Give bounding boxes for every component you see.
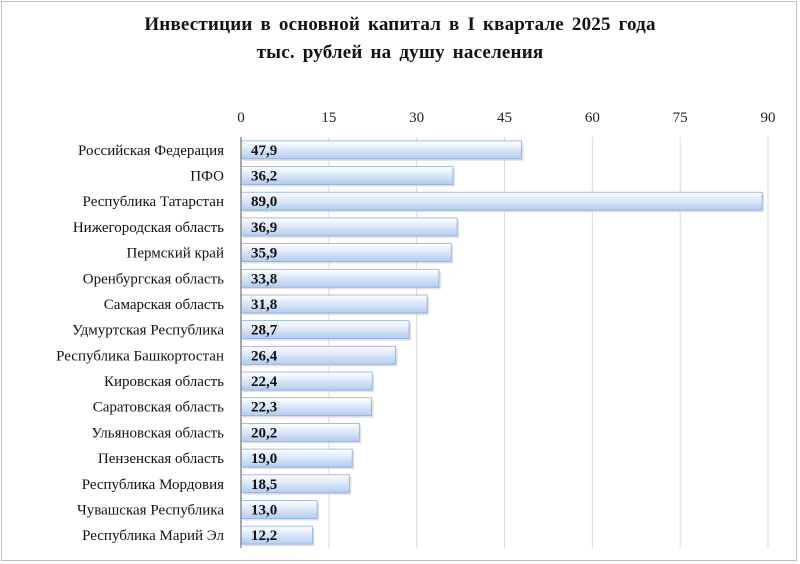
chart-subtitle: тыс. рублей на душу населения xyxy=(256,42,544,63)
x-tick-label: 0 xyxy=(237,110,245,126)
category-label: ПФО xyxy=(190,169,224,185)
data-label: 36,2 xyxy=(251,169,277,185)
data-label: 12,2 xyxy=(251,528,277,544)
bar xyxy=(240,140,522,160)
category-label: Республика Татарстан xyxy=(83,194,224,210)
category-label: Республика Мордовия xyxy=(82,477,224,493)
bar xyxy=(240,191,763,211)
category-label: Удмуртская Республика xyxy=(72,323,224,339)
category-label: Пермский край xyxy=(127,246,224,262)
data-label: 47,9 xyxy=(251,143,277,159)
data-label: 22,4 xyxy=(251,374,278,390)
bars xyxy=(240,140,765,547)
category-label: Чувашская Республика xyxy=(77,502,224,518)
category-label: Республика Марий Эл xyxy=(82,528,224,544)
category-label: Ульяновская область xyxy=(91,425,224,441)
value-labels: 47,9 36,2 89,0 36,9 35,9 33,8 31,8 28,7 26,4 22,4… xyxy=(251,143,278,544)
data-label: 26,4 xyxy=(251,348,278,364)
x-tick-label: 60 xyxy=(585,110,600,126)
chart-title: Инвестиции в основной капитал в I кварта… xyxy=(144,14,656,35)
x-tick-label: 15 xyxy=(321,110,336,126)
data-label: 18,5 xyxy=(251,477,277,493)
data-label: 35,9 xyxy=(251,246,277,262)
data-label: 20,2 xyxy=(251,425,277,441)
data-label: 28,7 xyxy=(251,323,278,339)
data-label: 19,0 xyxy=(251,451,277,467)
x-tick-label: 90 xyxy=(761,110,776,126)
category-label: Российская Федерация xyxy=(78,143,224,159)
category-label: Саратовская область xyxy=(93,400,224,416)
data-label: 33,8 xyxy=(251,271,277,287)
data-label: 36,9 xyxy=(251,220,277,236)
x-tick-label: 75 xyxy=(673,110,688,126)
data-label: 22,3 xyxy=(251,400,277,416)
category-labels: Российская Федерация ПФО Республика Татарс… xyxy=(56,143,224,544)
x-tick-label: 30 xyxy=(409,110,424,126)
data-label: 31,8 xyxy=(251,297,277,313)
data-label: 89,0 xyxy=(251,194,277,210)
category-label: Республика Башкортостан xyxy=(56,348,224,364)
category-label: Пензенская область xyxy=(98,451,224,467)
data-label: 13,0 xyxy=(251,502,277,518)
category-label: Кировская область xyxy=(104,374,224,390)
category-label: Оренбургская область xyxy=(83,271,224,287)
x-tick-label: 45 xyxy=(497,110,512,126)
x-axis-ticks: 0 15 30 45 60 75 90 xyxy=(237,110,775,126)
category-label: Нижегородская область xyxy=(73,220,224,236)
category-label: Самарская область xyxy=(104,297,224,313)
